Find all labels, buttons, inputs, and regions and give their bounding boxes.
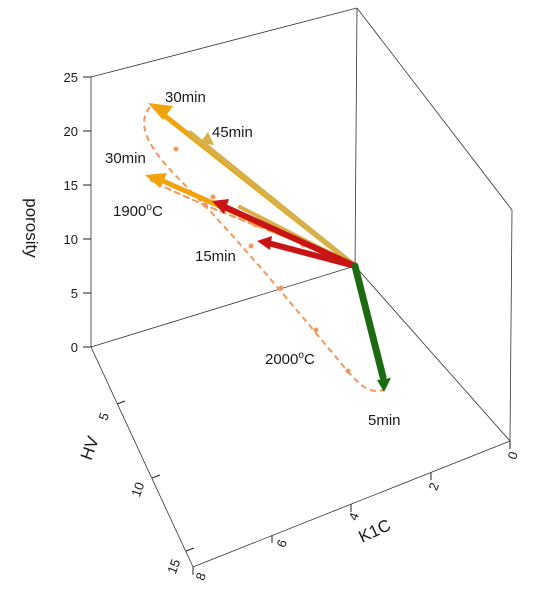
y-tick xyxy=(116,400,126,405)
curve-point xyxy=(345,368,351,374)
y-axis-ticks: 5 10 15 xyxy=(95,400,195,576)
annotation-1900c-value: 1900 xyxy=(113,203,146,220)
x-axis-ticks: 0 2 4 6 8 xyxy=(192,441,521,582)
annotation-30min-mid: 30min xyxy=(105,150,146,167)
x-tick-label: 6 xyxy=(273,537,290,549)
y-tick-label: 10 xyxy=(128,480,147,499)
curve-2000c xyxy=(143,106,384,392)
curves xyxy=(143,106,384,392)
x-tick-label: 2 xyxy=(425,480,442,492)
annotation-1900c-degree: o xyxy=(146,202,152,213)
annotation-45min: 45min xyxy=(212,124,253,141)
y-axis-title: HV xyxy=(77,433,103,462)
curve-point xyxy=(202,202,208,208)
annotation-5min: 5min xyxy=(368,412,401,429)
annotation-2000c-degree: o xyxy=(298,350,304,361)
frame-edge xyxy=(509,209,513,442)
annotation-15min: 15min xyxy=(195,248,236,265)
frame-edge xyxy=(354,265,511,442)
annotation-2000c: 2000oC xyxy=(265,350,315,368)
x-axis-title: K1C xyxy=(356,515,394,546)
x-tick-label: 4 xyxy=(345,510,362,522)
annotation-1900c: 1900oC xyxy=(113,202,163,220)
arrow-15min xyxy=(265,240,358,269)
y-tick xyxy=(185,547,195,552)
arrow-45min xyxy=(187,130,358,269)
curve-point xyxy=(173,146,179,152)
annotation-30min-upper: 30min xyxy=(165,89,206,106)
z-axis-ticks: 0 5 10 15 20 25 xyxy=(64,70,91,355)
curve-point xyxy=(248,243,254,249)
curve-point xyxy=(278,285,284,291)
annotation-2000c-value: 2000 xyxy=(265,351,298,368)
curve-point xyxy=(210,194,216,200)
annotations: 30min 45min 30min 1900oC 15min 2000oC 5m… xyxy=(105,89,401,429)
x-tick-label: 0 xyxy=(504,449,521,461)
frame-edge xyxy=(90,346,194,568)
z-tick-label: 20 xyxy=(64,124,78,139)
x-tick-label: 8 xyxy=(192,570,209,582)
z-axis-title: porosity xyxy=(22,198,41,258)
frame-edge xyxy=(90,7,358,78)
arrow-5min xyxy=(351,262,387,381)
box-frame xyxy=(90,7,513,568)
frame-edge xyxy=(356,7,513,211)
z-tick-label: 0 xyxy=(71,340,78,355)
annotation-2000c-unit: C xyxy=(304,351,315,368)
annotation-1900c-unit: C xyxy=(152,203,163,220)
arrowhead-1900c xyxy=(212,199,229,214)
arrow-1900c xyxy=(222,204,358,269)
z-tick-label: 15 xyxy=(64,178,78,193)
y-tick-label: 5 xyxy=(95,410,112,422)
curve-point xyxy=(313,327,319,333)
z-tick-label: 25 xyxy=(64,70,78,85)
z-tick-label: 10 xyxy=(64,232,78,247)
arrowhead-15min xyxy=(257,236,272,250)
y-tick-label: 15 xyxy=(164,557,183,576)
y-tick xyxy=(151,474,161,479)
frame-edge xyxy=(90,265,356,348)
arrowhead-5min xyxy=(377,378,391,392)
arrowhead-30min-mid xyxy=(145,173,167,188)
arrowhead-30min-upper xyxy=(148,103,173,120)
z-tick-label: 5 xyxy=(71,286,78,301)
frame-edge xyxy=(354,7,358,267)
arrowhead-45min xyxy=(200,132,214,145)
arrows xyxy=(145,103,391,392)
